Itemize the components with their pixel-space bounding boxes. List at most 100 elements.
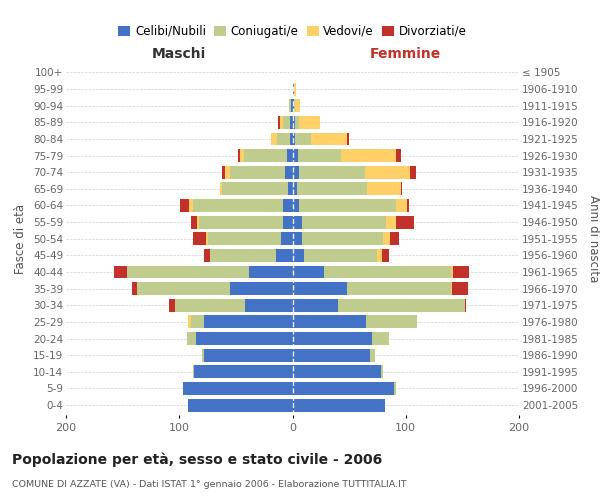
Bar [289,99,293,112]
Bar [181,199,293,212]
Bar [293,99,301,112]
Bar [293,249,377,262]
Bar [293,382,395,395]
Bar [293,199,395,212]
Bar [190,199,293,212]
Bar [293,199,409,212]
Bar [193,366,293,378]
Bar [137,282,293,295]
Bar [290,116,293,129]
Bar [182,382,293,395]
Bar [188,398,293,411]
Bar [289,99,293,112]
Bar [188,398,293,411]
Bar [293,82,296,96]
Bar [293,398,385,411]
Bar [293,316,417,328]
Bar [222,182,293,196]
Bar [293,348,375,362]
Bar [281,232,293,245]
Bar [293,149,298,162]
Bar [293,199,299,212]
Bar [204,316,293,328]
Bar [293,116,299,129]
Bar [293,116,320,129]
Bar [293,199,407,212]
Bar [113,266,293,278]
Bar [293,299,338,312]
Bar [193,199,293,212]
Bar [292,99,293,112]
Bar [293,216,302,228]
Bar [293,216,413,228]
Bar [293,316,366,328]
Bar [293,216,386,228]
Bar [293,132,349,145]
Bar [293,232,302,245]
Bar [293,299,464,312]
Bar [293,216,395,228]
Bar [289,99,293,112]
Bar [293,316,417,328]
Bar [244,149,293,162]
Bar [188,398,293,411]
Bar [193,366,293,378]
Bar [293,182,367,196]
Bar [293,332,389,345]
Text: Maschi: Maschi [152,47,206,61]
Bar [284,166,293,178]
Bar [293,366,383,378]
Bar [293,398,385,411]
Bar [293,132,311,145]
Bar [202,348,293,362]
Bar [293,116,295,129]
Bar [224,166,293,178]
Bar [278,116,293,129]
Bar [293,299,464,312]
Bar [287,149,293,162]
Bar [293,282,468,295]
Bar [293,149,395,162]
Bar [169,299,293,312]
Bar [293,149,341,162]
Bar [210,249,293,262]
Bar [127,266,293,278]
Bar [220,182,293,196]
Bar [293,116,320,129]
Bar [293,266,469,278]
Bar [293,332,389,345]
Bar [197,216,293,228]
Bar [188,316,293,328]
Bar [293,366,383,378]
Bar [220,182,293,196]
Bar [293,348,375,362]
Bar [193,232,293,245]
Bar [137,282,293,295]
Bar [293,166,365,178]
Bar [210,249,293,262]
Bar [250,266,293,278]
Bar [293,166,410,178]
Bar [288,182,293,196]
Bar [245,299,293,312]
Bar [241,149,293,162]
Bar [182,382,293,395]
Bar [293,332,389,345]
Bar [204,249,293,262]
Bar [293,299,466,312]
Bar [202,348,293,362]
Bar [271,132,293,145]
Bar [293,266,451,278]
Bar [293,132,347,145]
Bar [194,366,293,378]
Bar [208,232,293,245]
Bar [293,82,296,96]
Bar [293,398,385,411]
Bar [293,232,383,245]
Bar [175,299,293,312]
Text: Femmine: Femmine [370,47,442,61]
Bar [193,366,293,378]
Bar [191,216,293,228]
Bar [293,249,382,262]
Bar [293,382,395,395]
